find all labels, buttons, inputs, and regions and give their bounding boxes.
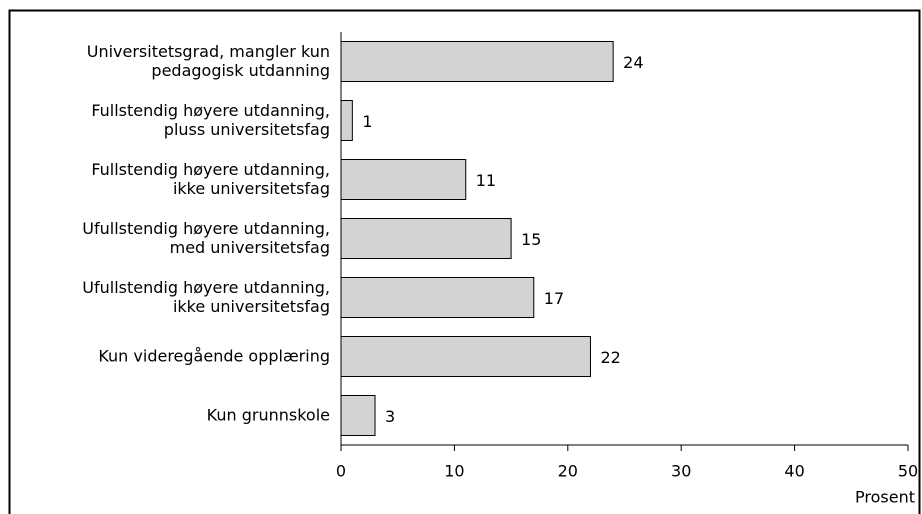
value-label: 24 xyxy=(623,53,643,72)
y-tick-label-line: Kun videregående opplæring xyxy=(98,346,330,365)
value-label: 1 xyxy=(362,112,372,131)
bar xyxy=(340,41,614,82)
bar xyxy=(340,336,591,377)
y-tick-label-line: Fullstendig høyere utdanning, xyxy=(91,101,330,120)
x-tick-label: 10 xyxy=(444,462,464,481)
y-tick-label-line: Kun grunnskole xyxy=(207,405,330,424)
y-tick-label-line: pedagogisk utdanning xyxy=(151,61,330,80)
x-axis-label: Prosent xyxy=(855,488,915,507)
y-tick-label: Universitetsgrad, mangler kun pedagogisk … xyxy=(87,42,330,80)
y-tick-label-line: pluss universitetsfag xyxy=(164,120,330,139)
x-tick-label: 30 xyxy=(671,462,691,481)
y-tick-label: Kun videregående opplæring xyxy=(98,346,330,365)
value-label: 15 xyxy=(521,230,541,249)
value-label: 22 xyxy=(600,348,620,367)
bar xyxy=(340,100,353,141)
value-label: 3 xyxy=(385,407,395,426)
y-tick-label-line: Ufullstendig høyere utdanning, xyxy=(82,278,330,297)
y-tick-label: Fullstendig høyere utdanning, pluss unive… xyxy=(91,101,330,139)
bar xyxy=(340,277,535,318)
y-tick-label: Kun grunnskole xyxy=(207,405,330,424)
bar xyxy=(340,218,512,259)
bar xyxy=(340,159,467,200)
y-tick-label-line: ikke universitetsfag xyxy=(173,297,330,316)
value-label: 17 xyxy=(544,289,564,308)
x-tick-label: 40 xyxy=(784,462,804,481)
x-tick-label: 0 xyxy=(336,462,346,481)
y-tick-label-line: Universitetsgrad, mangler kun xyxy=(87,42,330,61)
x-tick-label: 20 xyxy=(558,462,578,481)
y-tick-label: Ufullstendig høyere utdanning, med univer… xyxy=(82,219,330,257)
y-tick-label-line: med universitetsfag xyxy=(170,238,330,257)
y-tick-label: Fullstendig høyere utdanning, ikke univer… xyxy=(91,160,330,198)
y-tick-label-line: ikke universitetsfag xyxy=(173,179,330,198)
frame xyxy=(8,9,921,514)
y-tick-label: Ufullstendig høyere utdanning, ikke unive… xyxy=(82,278,330,316)
y-tick-label-line: Fullstendig høyere utdanning, xyxy=(91,160,330,179)
bar xyxy=(340,395,376,436)
y-tick-label-line: Ufullstendig høyere utdanning, xyxy=(82,219,330,238)
value-label: 11 xyxy=(476,171,496,190)
x-tick-label: 50 xyxy=(898,462,918,481)
